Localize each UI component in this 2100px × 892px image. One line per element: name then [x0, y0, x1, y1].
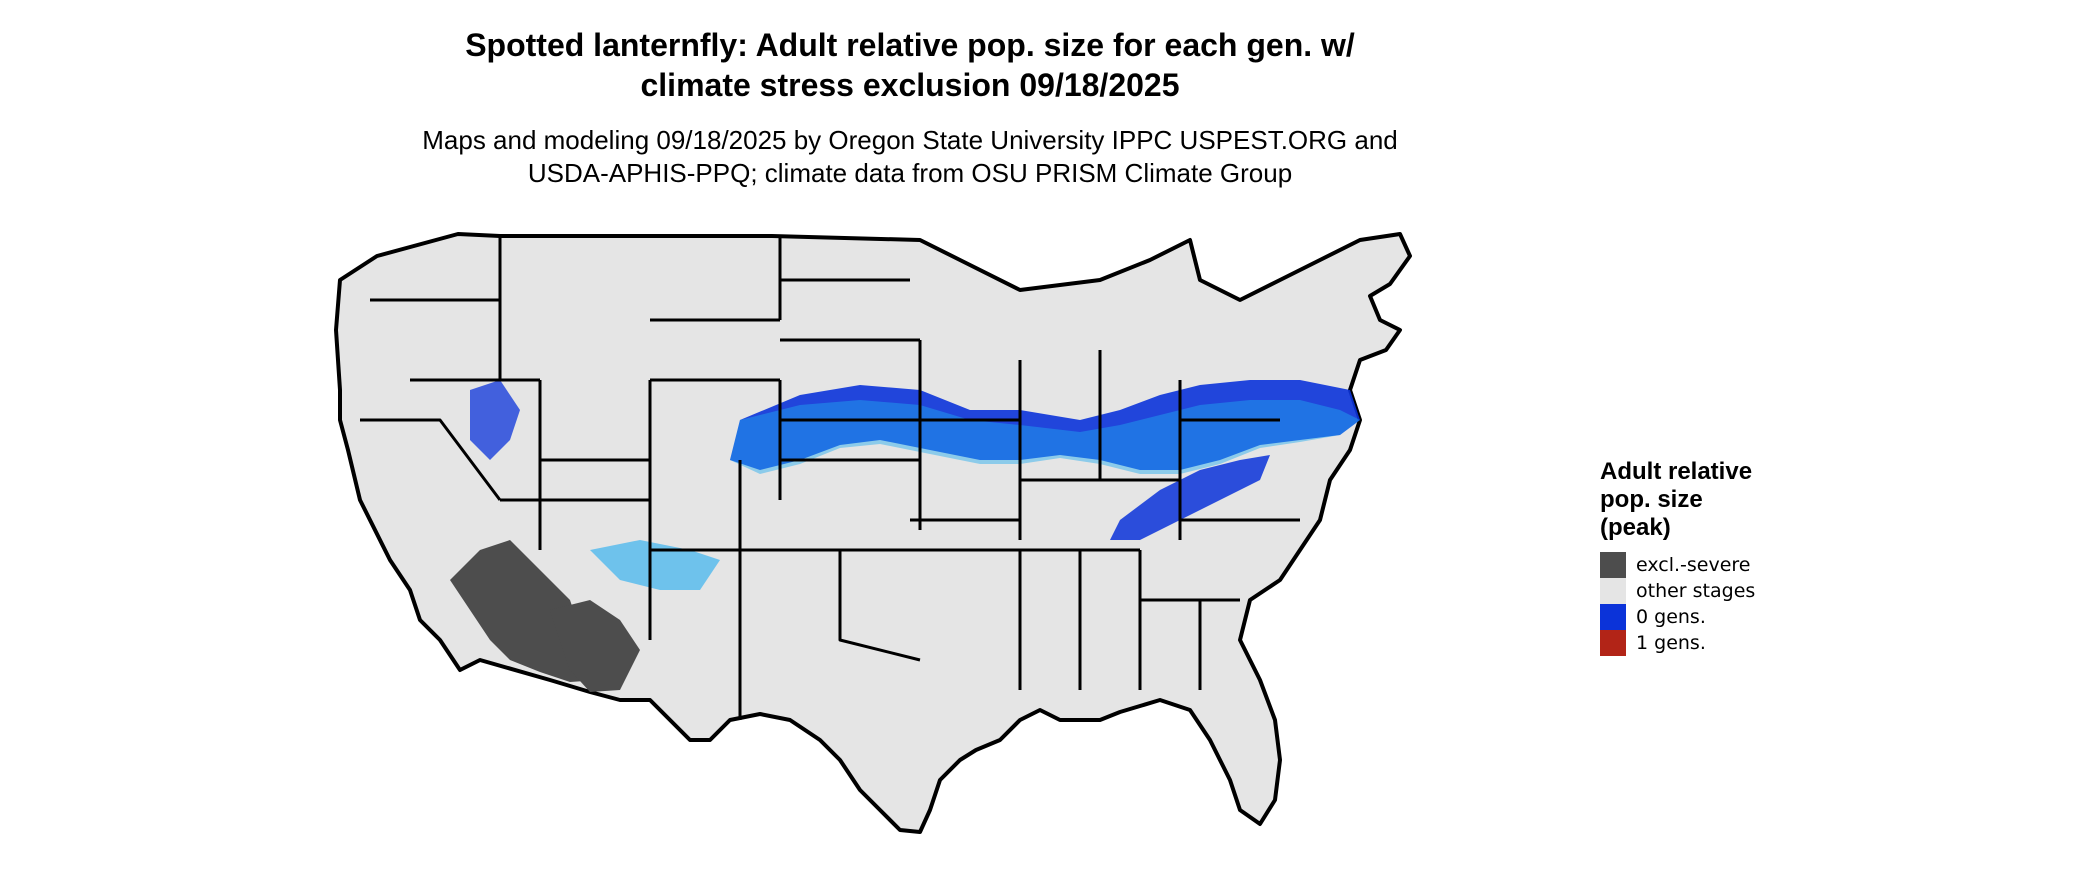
legend-label-1-gens: 1 gens.	[1636, 632, 1706, 654]
legend-item-1-gens: 1 gens.	[1600, 630, 1820, 656]
legend-label-excl-severe: excl.-severe	[1636, 554, 1751, 576]
legend-swatch-other-stages	[1600, 578, 1626, 604]
map-subtitle-line-1: Maps and modeling 09/18/2025 by Oregon S…	[422, 125, 1398, 155]
legend-item-other-stages: other stages	[1600, 578, 1820, 604]
legend-title: Adult relative pop. size (peak)	[1600, 458, 1820, 542]
legend-label-other-stages: other stages	[1636, 580, 1756, 602]
legend-swatch-1-gens	[1600, 630, 1626, 656]
zero-gen-southwest	[590, 540, 720, 590]
legend-label-0-gens: 0 gens.	[1636, 606, 1706, 628]
map-title-line-2: climate stress exclusion 09/18/2025	[640, 67, 1180, 103]
legend-title-line-2: pop. size	[1600, 486, 1703, 513]
legend-swatch-0-gens	[1600, 604, 1626, 630]
legend-item-0-gens: 0 gens.	[1600, 604, 1820, 630]
map-title-line-1: Spotted lanternfly: Adult relative pop. …	[465, 27, 1355, 63]
legend: Adult relative pop. size (peak) excl.-se…	[1600, 458, 1820, 656]
zero-gen-west-patches	[470, 380, 520, 460]
zero-gen-band	[730, 380, 1360, 470]
legend-title-line-1: Adult relative	[1600, 458, 1753, 485]
legend-swatch-excl-severe	[1600, 552, 1626, 578]
us-land	[334, 232, 1412, 834]
exclusion-zone-arizona	[550, 600, 640, 692]
legend-item-excl-severe: excl.-severe	[1600, 552, 1820, 578]
legend-title-line-3: (peak)	[1600, 514, 1671, 541]
state-borders	[360, 236, 1300, 720]
us-map	[334, 232, 1412, 834]
map-subtitle-line-2: USDA-APHIS-PPQ; climate data from OSU PR…	[527, 158, 1293, 188]
zero-gen-appalachia	[1110, 455, 1270, 540]
